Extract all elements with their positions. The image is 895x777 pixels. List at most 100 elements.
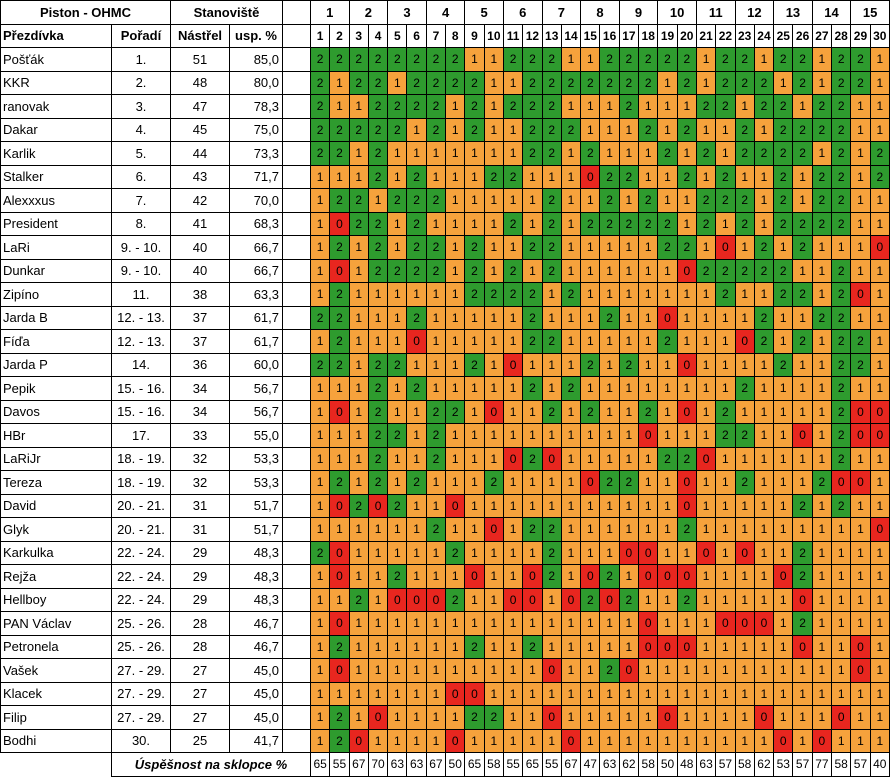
player-hits: 40 [170,258,230,283]
table-row: Jarda P 14. 36 60,0 2 2 1 2 2 1 1 1 2 1 0 1 1 1 2 1 2 1 1 0 1 1 1 1… [0,352,891,377]
score-cell: 1 [695,658,717,683]
score-cell: 2 [753,258,775,283]
score-cell: 1 [753,211,775,236]
player-name: Rejža [0,564,112,589]
score-cell: 2 [792,117,813,142]
score-cell: 2 [522,305,543,330]
score-cell: 1 [560,94,582,119]
table-row: Pepik 15. - 16. 34 56,7 1 1 1 2 1 2 1 1 1 1 1 2 1 2 1 1 1 1 1 1… [0,376,891,401]
player-rank: 8. [111,211,171,236]
player-success-pct: 75,0 [229,117,283,142]
score-cell: 2 [406,470,427,495]
score-cell: 0 [695,446,717,471]
score-cell: 1 [445,611,466,636]
column-number-header: 27 [811,23,833,48]
player-success-pct: 68,3 [229,211,283,236]
score-cell: 2 [309,141,331,166]
score-cell: 0 [541,705,562,730]
score-cell: 1 [618,423,640,448]
player-name: Jarda B [0,305,112,330]
score-cell: 1 [792,164,813,189]
score-cell: 0 [618,658,640,683]
score-cell: 1 [541,587,562,612]
column-number-header: 1 [309,23,331,48]
spacer-cell [282,94,311,119]
player-name: Karlik [0,141,112,166]
score-cell: 0 [560,587,582,612]
score-cell: 0 [445,728,466,753]
score-cell: 1 [715,634,736,659]
score-cell: 0 [850,423,871,448]
score-cell: 1 [638,658,659,683]
column-number-header: 5 [387,23,408,48]
column-number-header: 24 [753,23,775,48]
score-cell: 1 [638,94,659,119]
score-cell: 1 [580,423,601,448]
score-cell: 0 [638,564,659,589]
score-cell: 1 [329,94,350,119]
score-cell: 1 [483,329,504,354]
player-rank: 12. - 13. [111,305,171,330]
score-cell: 1 [811,352,833,377]
score-cell: 1 [850,517,871,542]
score-cell: 1 [811,329,833,354]
score-cell: 1 [387,329,408,354]
player-name: Dunkar [0,258,112,283]
score-cell: 2 [425,258,447,283]
score-cell: 0 [753,611,775,636]
footer-column-success: 58 [483,752,504,777]
score-cell: 0 [657,305,678,330]
score-cell: 1 [638,681,659,706]
score-cell: 1 [560,258,582,283]
score-cell: 2 [329,235,350,260]
score-cell: 1 [753,658,775,683]
column-number-header: 13 [541,23,562,48]
player-name: Filip [0,705,112,730]
score-cell: 1 [715,705,736,730]
score-cell: 2 [348,70,369,95]
player-name: Dakar [0,117,112,142]
score-cell: 1 [753,517,775,542]
score-cell: 2 [580,352,601,377]
spacer-cell [282,305,311,330]
score-cell: 2 [541,188,562,213]
player-hits: 41 [170,211,230,236]
score-cell: 1 [695,47,717,72]
score-cell: 1 [425,611,447,636]
score-cell: 1 [406,728,427,753]
score-cell: 1 [850,141,871,166]
column-number-header: 14 [560,23,582,48]
player-success-pct: 60,0 [229,352,283,377]
score-cell: 1 [406,352,427,377]
score-cell: 1 [676,611,697,636]
footer-column-success: 67 [425,752,447,777]
score-cell: 1 [309,282,331,307]
score-cell: 1 [483,211,504,236]
player-name: Klacek [0,681,112,706]
score-cell: 1 [811,611,833,636]
score-cell: 2 [387,117,408,142]
footer-column-success: 62 [618,752,640,777]
table-row: PAN Václav 25. - 26. 28 46,7 1 0 1 1 1 1 1 1 1 1 1 1 1 1 1… [0,611,891,636]
score-cell: 0 [502,587,524,612]
score-cell: 0 [753,705,775,730]
score-cell: 1 [869,611,891,636]
score-cell: 2 [406,164,427,189]
score-cell: 2 [367,141,389,166]
score-cell: 1 [541,493,562,518]
score-cell: 2 [753,305,775,330]
score-cell: 1 [348,305,369,330]
score-cell: 2 [425,446,447,471]
score-cell: 0 [502,446,524,471]
score-cell: 1 [367,305,389,330]
score-cell: 1 [676,423,697,448]
station-header: 15 [850,0,890,25]
score-cell: 2 [329,117,350,142]
score-cell: 1 [522,470,543,495]
score-cell: 1 [657,188,678,213]
score-cell: 1 [560,540,582,565]
score-cell: 1 [445,117,466,142]
score-cell: 1 [464,728,485,753]
score-cell: 1 [464,658,485,683]
